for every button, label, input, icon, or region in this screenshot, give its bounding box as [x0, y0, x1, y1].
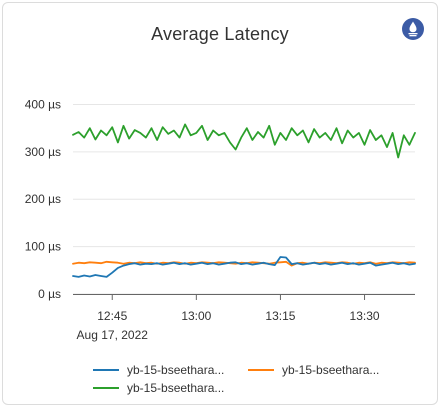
- chart-legend: yb-15-bseethara... yb-15-bseethara... yb…: [93, 363, 423, 403]
- legend-item-blue[interactable]: yb-15-bseethara...: [93, 363, 224, 377]
- series-line-2: [72, 123, 416, 159]
- legend-item-orange[interactable]: yb-15-bseethara...: [248, 363, 379, 377]
- y-tick-label: 200 µs: [25, 192, 61, 206]
- y-tick-label: 300 µs: [25, 145, 61, 159]
- legend-label: yb-15-bseethara...: [127, 381, 225, 395]
- y-tick-label: 100 µs: [25, 240, 61, 254]
- legend-swatch-green: [93, 387, 119, 389]
- legend-swatch-orange: [248, 369, 274, 371]
- chart-title: Average Latency: [151, 24, 289, 44]
- legend-label: yb-15-bseethara...: [282, 363, 380, 377]
- y-tick-label: 400 µs: [25, 97, 61, 111]
- prometheus-logo-icon: [402, 18, 424, 40]
- x-tick-label: 13:00: [181, 309, 211, 323]
- legend-item-green[interactable]: yb-15-bseethara...: [93, 381, 224, 395]
- x-date-label: Aug 17, 2022: [77, 328, 149, 342]
- legend-swatch-blue: [93, 369, 119, 371]
- y-tick-label: 0 µs: [38, 287, 61, 301]
- x-tick-label: 13:15: [265, 309, 295, 323]
- latency-line-chart: 0 µs 100 µs 200 µs 300 µs 400 µs 12:45 13:00 13…: [25, 97, 416, 342]
- x-tick-label: 12:45: [97, 309, 127, 323]
- series-line-0: [72, 256, 416, 278]
- x-tick-label: 13:30: [350, 309, 380, 323]
- legend-label: yb-15-bseethara...: [127, 363, 225, 377]
